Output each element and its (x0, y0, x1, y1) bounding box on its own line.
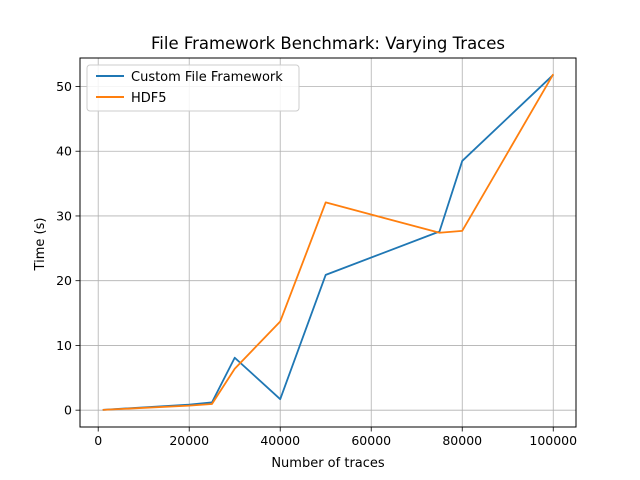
y-axis-label: Time (s) (33, 218, 48, 272)
x-tick-label: 100000 (529, 433, 577, 448)
x-axis-label: Number of traces (271, 456, 385, 471)
y-tick-label: 20 (56, 273, 72, 288)
legend-label-custom-file-framework: Custom File Framework (131, 70, 283, 85)
axes-frame (79, 57, 577, 428)
plot-area: 0 20000 40000 60000 80000 100000 0 10 20 30 40 50 (56, 57, 577, 448)
x-tick-label: 80000 (442, 433, 482, 448)
legend-label-hdf5: HDF5 (131, 91, 167, 106)
x-tick-label: 0 (94, 433, 102, 448)
y-tick-label: 30 (56, 208, 72, 223)
legend-box (86, 64, 300, 112)
series-lines (102, 73, 555, 411)
legend: Custom File Framework HDF5 (86, 64, 300, 112)
y-tick-label: 40 (56, 144, 72, 159)
series-line-hdf5 (102, 73, 555, 411)
y-tick-label: 10 (56, 338, 72, 353)
y-tick-label: 0 (64, 403, 72, 418)
y-tick-label: 50 (56, 79, 72, 94)
series-line-custom-file-framework (102, 74, 554, 411)
x-axis-ticks: 0 20000 40000 60000 80000 100000 (94, 427, 577, 448)
chart-title: File Framework Benchmark: Varying Traces (151, 34, 505, 53)
y-axis-ticks: 0 10 20 30 40 50 (56, 79, 80, 418)
grid (80, 58, 576, 427)
x-tick-label: 20000 (169, 433, 209, 448)
x-tick-label: 40000 (260, 433, 300, 448)
x-tick-label: 60000 (351, 433, 391, 448)
